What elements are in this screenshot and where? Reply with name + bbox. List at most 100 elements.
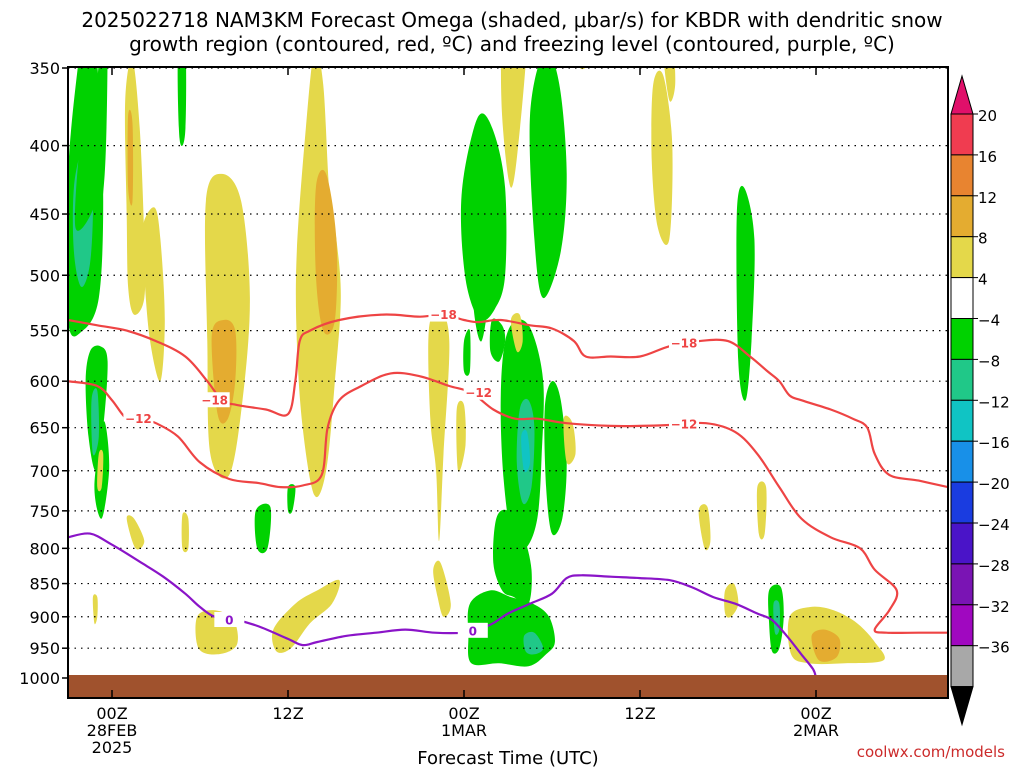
omega-region-18 bbox=[272, 579, 340, 653]
y-tick-label-700: 700 bbox=[29, 462, 60, 481]
chart-title-line2: growth region (contoured, red, ºC) and f… bbox=[129, 32, 895, 56]
omega-region-15 bbox=[456, 400, 466, 472]
x-tick-label-4-1: 2MAR bbox=[793, 721, 839, 740]
omega-region-25 bbox=[254, 503, 272, 554]
colorbar-label-5: −4 bbox=[978, 312, 1000, 330]
omega-region-19 bbox=[126, 515, 145, 550]
temperature-contours: −18 −18 −18 −12 −12 −12 0 0 bbox=[68, 306, 948, 679]
y-axis: 2503003504004505005506006507007508008509… bbox=[19, 59, 68, 688]
contour-label--18-0: −18 bbox=[201, 394, 228, 408]
omega-region-55 bbox=[811, 629, 841, 662]
omega-region-14 bbox=[428, 308, 450, 542]
contour-label--18-2: −18 bbox=[671, 337, 698, 351]
omega-region-45 bbox=[523, 631, 544, 655]
contour-label-0-0: 0 bbox=[225, 613, 233, 627]
contour-label-bg--18-1 bbox=[428, 306, 459, 322]
colorbar-label-11: −28 bbox=[978, 557, 1010, 575]
omega-region-31 bbox=[463, 329, 471, 376]
x-tick-label-4-0: 00Z bbox=[800, 704, 831, 723]
y-tick-label-400: 400 bbox=[29, 137, 60, 156]
y-tick-label-450: 450 bbox=[29, 205, 60, 224]
omega-region-8 bbox=[142, 207, 165, 382]
colorbar-cell-11 bbox=[950, 563, 974, 606]
omega-region-4 bbox=[91, 388, 100, 456]
y-tick-label-1000: 1000 bbox=[19, 669, 60, 688]
omega-region-41 bbox=[521, 429, 531, 473]
colorbar-cell-1 bbox=[950, 154, 974, 197]
colorbar-cell-8 bbox=[950, 440, 974, 483]
contour-label-bg--12-0 bbox=[123, 410, 154, 426]
y-tick-label-750: 750 bbox=[29, 502, 60, 521]
y-tick-label-500: 500 bbox=[29, 266, 60, 285]
omega-region-35 bbox=[664, 67, 676, 102]
omega-shading bbox=[68, 0, 885, 667]
contour--18 bbox=[68, 313, 948, 489]
colorbar-bottom-triangle bbox=[950, 686, 974, 727]
omega-region-20 bbox=[92, 594, 98, 625]
contour-label--18-1: −18 bbox=[430, 308, 457, 322]
contour-label--12-1: −12 bbox=[465, 386, 492, 400]
omega-region-37 bbox=[460, 113, 507, 322]
contour-label-bg-0-0 bbox=[214, 611, 245, 627]
colorbar-label-0: 20 bbox=[978, 107, 997, 125]
colorbar-cell-2 bbox=[950, 195, 974, 238]
contour-label--12-2: −12 bbox=[671, 418, 698, 432]
x-tick-label-1-0: 12Z bbox=[272, 704, 303, 723]
contour-label-bg--12-2 bbox=[669, 416, 699, 432]
contour-label--12-0: −12 bbox=[125, 412, 152, 426]
omega-region-26 bbox=[287, 484, 296, 514]
omega-region-51 bbox=[724, 582, 739, 618]
colorbar-label-6: −8 bbox=[978, 352, 1000, 370]
colorbar-cell-4 bbox=[950, 277, 974, 320]
omega-region-22 bbox=[122, 0, 126, 4]
x-tick-label-2-1: 1MAR bbox=[441, 721, 487, 740]
contour-label-bg--12-1 bbox=[463, 384, 494, 400]
omega-region-16 bbox=[433, 560, 451, 617]
omega-region-5 bbox=[74, 97, 98, 231]
x-tick-label-3-0: 12Z bbox=[624, 704, 655, 723]
y-tick-label-600: 600 bbox=[29, 372, 60, 391]
contour-label-0-1: 0 bbox=[469, 624, 477, 638]
y-tick-label-350: 350 bbox=[29, 59, 60, 78]
y-tick-label-800: 800 bbox=[29, 539, 60, 558]
colorbar-cell-7 bbox=[950, 399, 974, 442]
colorbar-label-12: −32 bbox=[978, 598, 1010, 616]
contour-label-bg--18-2 bbox=[669, 335, 699, 351]
x-tick-label-0-0: 00Z bbox=[96, 704, 127, 723]
y-tick-label-950: 950 bbox=[29, 639, 60, 658]
omega-region-34 bbox=[651, 70, 673, 246]
y-tick-label-550: 550 bbox=[29, 322, 60, 341]
colorbar-cell-12 bbox=[950, 604, 974, 647]
omega-region-47 bbox=[563, 415, 576, 465]
omega-region-21 bbox=[97, 449, 104, 492]
colorbar-label-3: 8 bbox=[978, 230, 988, 248]
omega-region-7 bbox=[124, 67, 146, 315]
y-tick-label-900: 900 bbox=[29, 608, 60, 627]
colorbar-label-13: −36 bbox=[978, 639, 1010, 657]
omega-region-49 bbox=[736, 185, 755, 401]
contour-label-bg-0-1 bbox=[457, 622, 488, 638]
omega-region-28 bbox=[500, 67, 526, 188]
colorbar-label-2: 12 bbox=[978, 189, 997, 207]
omega-region-13 bbox=[314, 169, 338, 335]
colorbar-label-8: −16 bbox=[978, 434, 1010, 452]
colorbar-top-triangle bbox=[950, 74, 974, 115]
colorbar-cell-5 bbox=[950, 318, 974, 360]
omega-region-50 bbox=[756, 481, 767, 540]
colorbar-label-1: 16 bbox=[978, 148, 997, 166]
omega-region-46 bbox=[544, 380, 567, 536]
colorbar: 20 16 12 8 4 −4 −8 −12 −16 −20 −24 −28 −32 −36 bbox=[950, 74, 1010, 727]
colorbar-cell-6 bbox=[950, 358, 974, 401]
colorbar-label-10: −24 bbox=[978, 516, 1010, 534]
colorbar-cell-0 bbox=[950, 113, 974, 156]
colorbar-cell-13 bbox=[950, 645, 974, 688]
x-tick-label-0-1: 28FEB bbox=[87, 721, 138, 740]
colorbar-label-9: −20 bbox=[978, 475, 1010, 493]
omega-region-38 bbox=[529, 67, 567, 299]
contour-label-bg--18-0 bbox=[199, 392, 230, 408]
omega-region-24 bbox=[181, 512, 189, 553]
colorbar-cell-9 bbox=[950, 481, 974, 524]
y-tick-label-650: 650 bbox=[29, 419, 60, 438]
